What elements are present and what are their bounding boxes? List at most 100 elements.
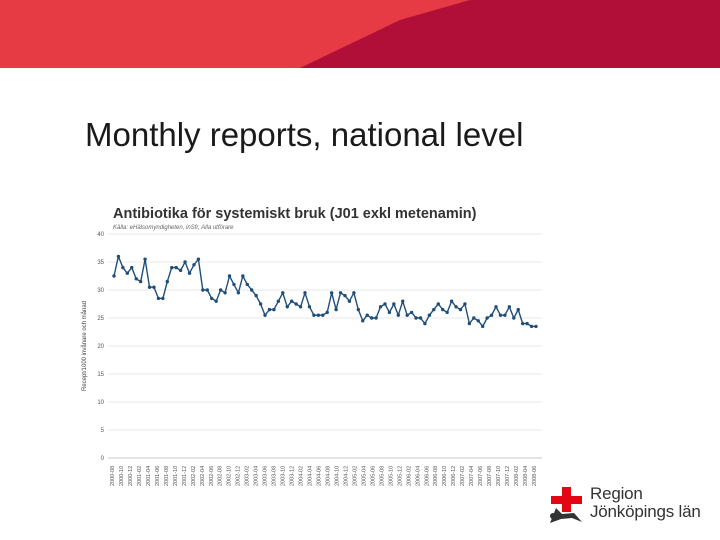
data-point [134,277,138,281]
x-tick-label: 2007-06 [478,466,484,486]
x-tick-label: 2006-10 [442,466,448,486]
data-point [303,291,307,295]
y-tick-label: 35 [97,260,104,266]
data-point [423,321,427,326]
data-point [516,307,520,312]
data-point [165,279,170,284]
data-point [347,299,352,303]
data-point [205,288,209,292]
data-point [534,324,538,329]
chart-source-note: Källa: eHälsomyndigheten, inSfr, Alla ut… [113,225,234,231]
y-tick-label: 25 [97,316,104,322]
data-point [281,291,285,295]
data-point [245,282,249,287]
x-tick-label: 2003-02 [245,466,251,486]
data-point [325,310,329,315]
data-point [236,291,241,295]
data-point [201,288,205,292]
data-point [396,313,400,317]
data-point [192,263,196,267]
data-point [520,321,525,326]
data-point [196,257,201,261]
data-point [525,321,529,326]
data-point [276,299,281,303]
x-tick-label: 2002-08 [218,466,224,486]
data-point [258,302,263,306]
data-point [156,296,161,301]
x-tick-label: 2005-06 [370,466,376,486]
x-tick-label: 2003-12 [290,466,296,486]
data-point [401,299,405,303]
x-tick-label: 2000-10 [119,466,125,486]
x-tick-label: 2001-02 [137,466,143,486]
data-point [143,257,147,261]
x-tick-label: 2000-08 [110,466,116,486]
x-tick-label: 2006-06 [424,466,430,486]
region-logo: Region Jönköpings län [548,482,718,538]
y-tick-label: 40 [97,232,104,238]
data-point [161,296,165,301]
data-point [494,305,498,309]
data-point [361,319,365,323]
x-tick-label: 2005-02 [352,466,358,486]
x-tick-label: 2003-10 [281,466,287,486]
data-point [285,305,289,309]
data-point [432,307,436,312]
data-point [352,291,356,295]
data-point [369,316,374,320]
y-axis-label: Recept/1000 invånare och månad [81,301,88,391]
data-point [445,310,449,315]
x-tick-label: 2005-04 [361,466,367,486]
data-point [378,305,383,309]
x-tick-label: 2006-12 [451,466,457,486]
data-point [343,293,347,298]
data-point [374,316,378,320]
data-point [454,305,458,309]
data-point [503,313,507,317]
x-tick-label: 2002-12 [236,466,242,486]
y-tick-label: 30 [97,288,104,294]
x-tick-label: 2001-12 [182,466,188,486]
data-point [227,274,232,278]
data-point [183,260,187,264]
x-tick-label: 2002-06 [209,466,215,486]
data-point [263,313,267,317]
banner-dark-red-shape [300,0,720,68]
data-point [125,271,130,275]
data-point [272,307,276,312]
header-banner [0,0,720,68]
data-point [116,254,121,259]
x-tick-label: 2004-12 [343,466,349,486]
x-tick-label: 2003-06 [263,466,269,486]
data-point [467,321,472,326]
y-tick-label: 0 [101,456,105,462]
x-tick-label: 2001-08 [164,466,170,486]
data-point [241,274,245,278]
data-point [298,305,303,309]
x-tick-label: 2007-08 [487,466,493,486]
data-point [365,313,369,317]
x-tick-label: 2001-06 [155,466,161,486]
x-tick-label: 2008-04 [523,466,529,486]
data-point [383,302,387,306]
data-point [409,310,414,315]
y-tick-label: 20 [97,344,104,350]
data-point [147,285,152,289]
x-tick-label: 2007-10 [496,466,502,486]
data-point [387,310,392,315]
data-point [449,299,454,303]
data-point [476,319,480,323]
data-point [414,316,418,320]
x-tick-label: 2006-04 [415,466,421,486]
logo-text-line1: Region [590,484,643,503]
y-tick-label: 5 [101,428,105,434]
data-point [138,279,143,284]
data-point [441,307,445,312]
x-tick-label: 2007-04 [469,466,475,486]
x-tick-label: 2001-10 [173,466,179,486]
logo-text-line2: Jönköpings län [590,502,701,521]
data-point [214,299,218,303]
x-tick-label: 2007-02 [460,466,466,486]
x-tick-label: 2004-08 [325,466,331,486]
x-tick-label: 2005-10 [388,466,394,486]
